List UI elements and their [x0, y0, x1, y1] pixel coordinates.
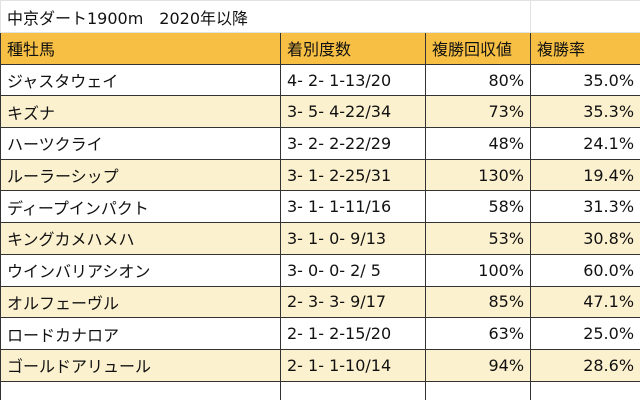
place-rate-cell: 19.4% [530, 158, 640, 192]
sire-cell: ハーツクライ [0, 127, 281, 160]
place-return-cell: 100% [424, 253, 532, 287]
header-cell: 複勝率 [530, 32, 640, 65]
place-return-cell: 80% [424, 63, 532, 97]
place-rate-cell: 35.0% [530, 63, 640, 97]
header-cell: 種牡馬 [0, 32, 281, 65]
data-row: ウインバリアシオン 3- 0- 0- 2/ 5 100% 60.0% [0, 253, 640, 287]
record-cell: 3- 2- 2-22/29 [280, 127, 426, 160]
empty-cell [530, 0, 640, 33]
empty-cell [0, 380, 281, 400]
title-row: 中京ダート1900m 2020年以降 [0, 0, 640, 33]
place-return-cell: 53% [424, 222, 532, 255]
place-rate-cell: 28.6% [530, 348, 640, 382]
header-row: 種牡馬 着別度数 複勝回収値 複勝率 [0, 32, 640, 65]
empty-cell [424, 380, 532, 400]
place-rate-cell: 60.0% [530, 253, 640, 287]
data-row: ルーラーシップ 3- 1- 2-25/31 130% 19.4% [0, 158, 640, 192]
record-cell: 3- 1- 0- 9/13 [280, 222, 426, 255]
record-cell: 4- 2- 1-13/20 [280, 63, 426, 97]
data-row: ディープインパクト 3- 1- 1-11/16 58% 31.3% [0, 190, 640, 224]
empty-cell [530, 380, 640, 400]
sire-cell: オルフェーヴル [0, 285, 281, 319]
sire-cell: ルーラーシップ [0, 158, 281, 192]
record-cell: 2- 3- 3- 9/17 [280, 285, 426, 319]
place-rate-cell: 31.3% [530, 190, 640, 224]
empty-cell [280, 380, 426, 400]
place-rate-cell: 47.1% [530, 285, 640, 319]
place-return-cell: 130% [424, 158, 532, 192]
sire-cell: ウインバリアシオン [0, 253, 281, 287]
record-cell: 3- 1- 2-25/31 [280, 158, 426, 192]
sire-cell: ロードカナロア [0, 317, 281, 350]
data-row: ハーツクライ 3- 2- 2-22/29 48% 24.1% [0, 127, 640, 160]
data-row: ロードカナロア 2- 1- 2-15/20 63% 25.0% [0, 317, 640, 350]
record-cell: 2- 1- 2-15/20 [280, 317, 426, 350]
place-return-cell: 48% [424, 127, 532, 160]
sire-cell: ディープインパクト [0, 190, 281, 224]
data-row [0, 380, 640, 400]
place-rate-cell: 24.1% [530, 127, 640, 160]
place-return-cell: 85% [424, 285, 532, 319]
place-return-cell: 63% [424, 317, 532, 350]
sire-cell: キングカメハメハ [0, 222, 281, 255]
place-rate-cell: 30.8% [530, 222, 640, 255]
header-cell: 複勝回収値 [424, 32, 532, 65]
place-return-cell: 58% [424, 190, 532, 224]
place-return-cell: 73% [424, 95, 532, 129]
data-row: ジャスタウェイ 4- 2- 1-13/20 80% 35.0% [0, 63, 640, 97]
record-cell: 3- 0- 0- 2/ 5 [280, 253, 426, 287]
sire-cell: ゴールドアリュール [0, 348, 281, 382]
sire-cell: キズナ [0, 95, 281, 129]
data-row: オルフェーヴル 2- 3- 3- 9/17 85% 47.1% [0, 285, 640, 319]
sire-cell: ジャスタウェイ [0, 63, 281, 97]
record-cell: 3- 5- 4-22/34 [280, 95, 426, 129]
data-row: キングカメハメハ 3- 1- 0- 9/13 53% 30.8% [0, 222, 640, 255]
place-rate-cell: 35.3% [530, 95, 640, 129]
place-return-cell: 94% [424, 348, 532, 382]
header-cell: 着別度数 [280, 32, 426, 65]
data-row: キズナ 3- 5- 4-22/34 73% 35.3% [0, 95, 640, 129]
place-rate-cell: 25.0% [530, 317, 640, 350]
sheet-title: 中京ダート1900m 2020年以降 [0, 0, 531, 33]
record-cell: 2- 1- 1-10/14 [280, 348, 426, 382]
data-row: ゴールドアリュール 2- 1- 1-10/14 94% 28.6% [0, 348, 640, 382]
record-cell: 3- 1- 1-11/16 [280, 190, 426, 224]
